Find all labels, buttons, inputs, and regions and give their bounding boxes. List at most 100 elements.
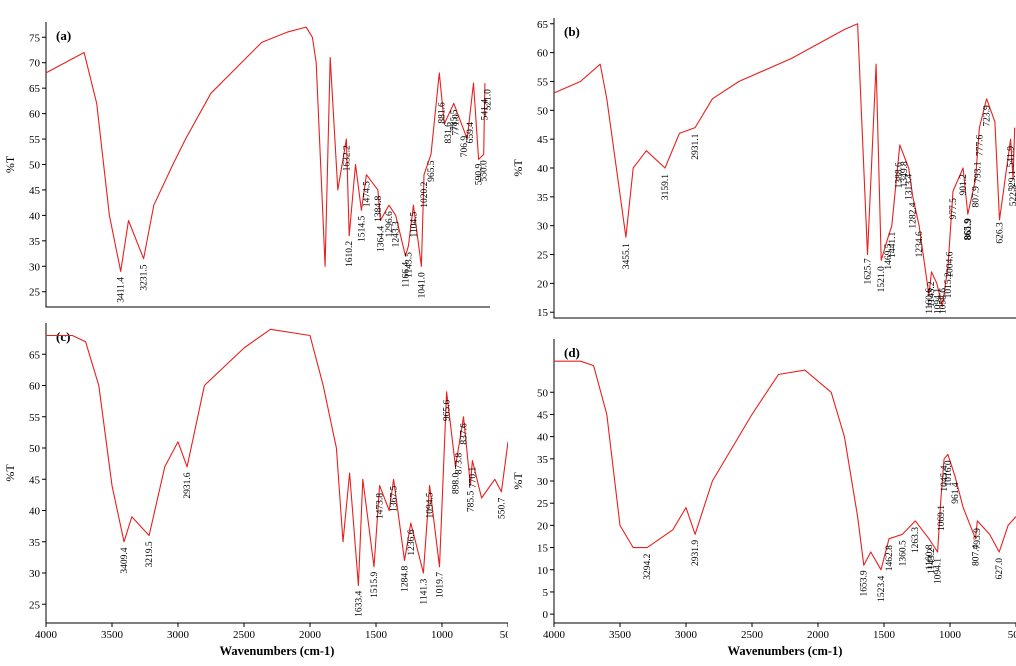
y-tick-label: 65 — [29, 349, 41, 361]
x-tick-label: 2500 — [741, 629, 764, 641]
y-tick-label: 35 — [29, 236, 41, 248]
axis-frame — [46, 22, 490, 307]
x-tick-label: 4000 — [543, 629, 566, 641]
peak-label: 1263.3 — [911, 527, 921, 553]
peak-label: 659.4 — [466, 122, 476, 144]
peak-label: 1625.7 — [863, 258, 873, 284]
peak-label: 1284.8 — [400, 565, 410, 591]
peak-label: 1633.4 — [354, 591, 364, 617]
peak-label: 1094.1 — [934, 558, 944, 584]
x-tick-label: 2000 — [299, 629, 322, 641]
y-tick-label: 30 — [537, 476, 549, 488]
peak-label: 965.5 — [427, 160, 437, 182]
y-tick-label: 25 — [537, 250, 549, 262]
peak-label: 550.7 — [497, 497, 507, 519]
y-tick-label: 30 — [29, 261, 41, 273]
peak-label: 1462.8 — [885, 545, 895, 571]
y-tick-label: 5 — [543, 587, 549, 599]
y-tick-label: 50 — [29, 160, 41, 172]
peak-label: 1234.6 — [915, 231, 925, 257]
y-tick-label: 15 — [537, 543, 549, 555]
x-tick-label: 500 — [1008, 629, 1016, 641]
peak-label: 1141.3 — [419, 579, 429, 605]
x-tick-label: 3500 — [101, 629, 124, 641]
peak-label: 541.9 — [1007, 146, 1016, 168]
y-tick-label: 55 — [537, 76, 549, 88]
y-tick-label: 75 — [29, 32, 41, 44]
peak-label: 2931.9 — [691, 540, 701, 566]
peak-label: 550.0 — [480, 160, 490, 182]
x-tick-label: 1500 — [365, 629, 388, 641]
panel-label: (b) — [564, 24, 580, 39]
y-tick-label: 65 — [29, 83, 41, 95]
peak-label: 861.9 — [964, 218, 974, 240]
y-axis-label: %T — [3, 155, 17, 173]
peak-label: 1473.8 — [376, 493, 386, 519]
peak-label: 965.6 — [443, 399, 453, 421]
peak-label: 1474.5 — [362, 181, 372, 207]
y-axis-label: %T — [3, 464, 17, 482]
peak-label: 3231.5 — [140, 264, 150, 290]
y-tick-label: 35 — [537, 192, 549, 204]
peak-label: 627.0 — [995, 558, 1005, 580]
peak-label: 1004.6 — [945, 251, 955, 277]
peak-label: 1019.7 — [435, 572, 445, 598]
peak-label: 1094.5 — [426, 492, 436, 518]
peak-label: 723.9 — [982, 105, 992, 127]
peak-label: 771.0 — [452, 114, 462, 136]
x-tick-label: 2000 — [807, 629, 830, 641]
y-tick-label: 60 — [537, 48, 549, 60]
peak-label: 1632.2 — [342, 145, 352, 171]
y-tick-label: 35 — [29, 537, 41, 549]
peak-label: 3159.1 — [661, 174, 671, 200]
peak-label: 837.6 — [459, 423, 469, 445]
peak-label: 3411.4 — [117, 277, 127, 303]
x-tick-label: 2500 — [233, 629, 256, 641]
y-tick-label: 45 — [29, 474, 41, 486]
y-tick-label: 65 — [537, 19, 549, 31]
x-tick-label: 500 — [500, 629, 508, 641]
y-tick-label: 30 — [537, 221, 549, 233]
y-tick-label: 0 — [543, 609, 549, 621]
peak-label: 1282.4 — [909, 202, 919, 228]
peak-label: 977.5 — [949, 198, 959, 220]
peak-label: 1069.1 — [937, 505, 947, 531]
peak-label: 793.1 — [973, 161, 983, 183]
y-tick-label: 70 — [29, 58, 41, 70]
peak-label: 777.6 — [975, 134, 985, 156]
y-axis-label: %T — [511, 472, 525, 490]
peak-label: 1020.2 — [420, 181, 430, 207]
y-tick-label: 50 — [537, 105, 549, 117]
x-tick-label: 3500 — [609, 629, 632, 641]
peak-label: 793.9 — [973, 528, 983, 550]
x-tick-label: 4000 — [35, 629, 58, 641]
y-tick-label: 30 — [29, 568, 41, 580]
peak-label: 785.5 — [466, 491, 476, 513]
peak-label: 881.6 — [438, 102, 448, 124]
y-tick-label: 60 — [29, 381, 41, 393]
peak-label: 770.1 — [468, 466, 478, 488]
peak-label: 807.9 — [971, 186, 981, 208]
y-tick-label: 10 — [537, 565, 549, 577]
x-axis-label: Wavenumbers (cm-1) — [220, 644, 335, 658]
peak-label: 3219.5 — [145, 541, 155, 567]
peak-label: 961.4 — [951, 482, 961, 504]
y-tick-label: 55 — [29, 412, 41, 424]
x-tick-label: 3000 — [675, 629, 698, 641]
y-tick-label: 45 — [537, 134, 549, 146]
panel-label: (a) — [56, 28, 71, 43]
peak-label: 1514.5 — [357, 216, 367, 242]
peak-label: 1143.5 — [404, 252, 414, 278]
peak-label: 3294.2 — [643, 553, 653, 579]
peak-label: 1384.8 — [374, 196, 384, 222]
peak-label: 1236.6 — [407, 529, 417, 555]
peak-label: 3455.1 — [622, 243, 632, 269]
y-tick-label: 40 — [29, 210, 41, 222]
peak-label: 1313.4 — [905, 174, 915, 200]
x-tick-label: 1500 — [873, 629, 896, 641]
y-tick-label: 25 — [29, 287, 41, 299]
y-tick-label: 50 — [29, 443, 41, 455]
